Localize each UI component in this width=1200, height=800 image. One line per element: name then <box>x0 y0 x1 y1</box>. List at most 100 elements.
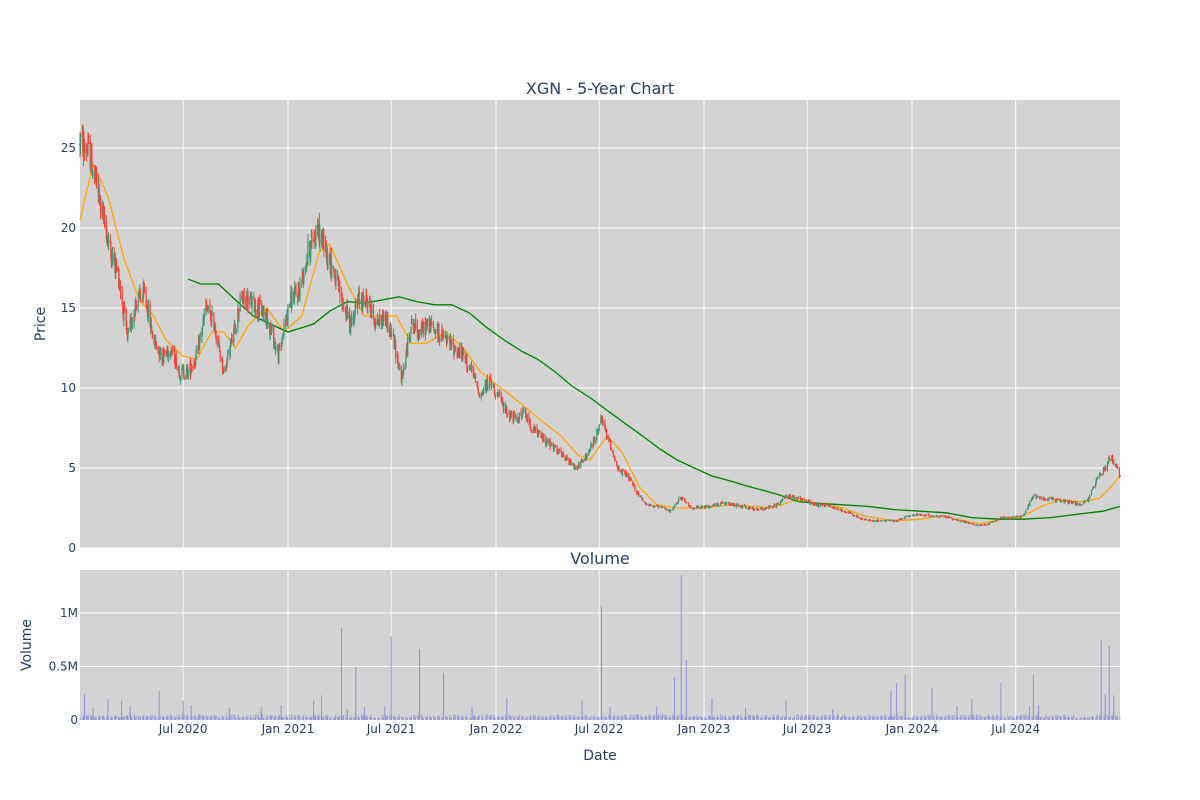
volume-bar <box>393 716 395 720</box>
volume-bar <box>1112 715 1114 720</box>
volume-bar <box>383 717 385 720</box>
candle-body <box>306 261 308 268</box>
candle-body <box>91 173 94 177</box>
volume-spike-bar <box>956 706 958 720</box>
candle-body <box>820 503 822 505</box>
volume-bar <box>1015 715 1017 720</box>
volume-bar <box>965 715 967 720</box>
candle-body <box>472 366 474 374</box>
volume-bar <box>574 714 575 720</box>
candle-body <box>348 309 351 329</box>
volume-bar <box>346 718 348 720</box>
volume-bar <box>499 717 500 720</box>
volume-bar <box>239 717 241 720</box>
volume-bar <box>981 716 983 720</box>
volume-bar <box>803 717 805 720</box>
candle-body <box>622 469 624 471</box>
volume-bar <box>777 715 779 720</box>
volume-bar <box>784 717 786 720</box>
volume-bar <box>871 718 873 720</box>
volume-bar <box>534 715 536 720</box>
candle-body <box>185 367 188 375</box>
volume-bar <box>622 716 623 720</box>
volume-bar <box>716 718 718 720</box>
candle-body <box>1115 464 1117 466</box>
candle-body <box>369 300 371 310</box>
volume-bar <box>985 716 986 720</box>
volume-bar <box>787 717 789 720</box>
volume-bar <box>564 714 566 720</box>
volume-bar <box>1080 718 1082 720</box>
volume-bar <box>373 717 375 720</box>
volume-bar <box>684 718 686 720</box>
volume-bar <box>556 714 558 720</box>
candle-body <box>1060 500 1062 502</box>
candle-body <box>743 505 746 507</box>
candle-body <box>1012 517 1014 518</box>
volume-bar <box>415 717 416 720</box>
volume-bar <box>101 715 103 720</box>
volume-bar <box>222 718 224 720</box>
volume-bar <box>733 715 734 720</box>
candle-body <box>569 460 571 465</box>
volume-bar <box>932 717 934 720</box>
volume-bar <box>945 717 946 720</box>
volume-bar <box>481 714 483 720</box>
volume-bar <box>1075 717 1076 720</box>
volume-bar <box>286 714 288 720</box>
candle-body <box>690 505 692 509</box>
volume-bar <box>736 717 738 720</box>
volume-bar <box>1003 718 1005 720</box>
volume-bar <box>1013 716 1015 720</box>
volume-spike-bar <box>363 707 365 720</box>
volume-bar <box>339 716 341 720</box>
volume-bar <box>789 717 790 720</box>
candle-body <box>190 369 192 374</box>
candle-body <box>612 452 614 456</box>
volume-bar <box>688 718 689 720</box>
candle-body <box>310 239 312 257</box>
candle-body <box>129 320 131 330</box>
volume-bar <box>486 718 488 720</box>
volume-bar <box>713 716 715 720</box>
candle-body <box>1057 498 1059 500</box>
volume-spike-bar <box>673 677 675 720</box>
volume-bar <box>477 717 479 720</box>
volume-bar <box>378 718 380 720</box>
volume-bar <box>289 714 291 720</box>
volume-bar <box>141 716 143 720</box>
candle-body <box>477 384 479 390</box>
volume-bar <box>797 718 798 720</box>
candle-body <box>612 450 614 452</box>
volume-bar <box>900 716 902 720</box>
volume-bar <box>987 714 989 720</box>
candle-body <box>653 505 655 508</box>
volume-bar <box>195 718 197 720</box>
volume-bar <box>309 717 311 720</box>
candle-body <box>616 465 618 468</box>
volume-bar <box>1091 714 1093 720</box>
candle-body <box>920 513 922 515</box>
volume-bar <box>89 714 91 720</box>
volume-bar <box>712 716 713 720</box>
candle-body <box>1061 501 1063 502</box>
candle-body <box>458 347 461 358</box>
volume-bar <box>144 718 145 720</box>
volume-bar <box>628 718 630 720</box>
volume-spike-bar <box>228 708 230 720</box>
volume-bar <box>526 718 528 720</box>
volume-bar <box>357 718 358 720</box>
volume-bar <box>973 715 974 720</box>
volume-bar <box>598 716 599 720</box>
volume-bar <box>961 718 962 720</box>
volume-bar <box>218 716 219 720</box>
volume-bar <box>664 715 666 720</box>
volume-bar <box>287 717 288 720</box>
volume-bar <box>722 714 724 720</box>
volume-bar <box>1023 714 1025 720</box>
candle-body <box>694 507 696 509</box>
candle-body <box>797 496 800 498</box>
candle-body <box>102 209 104 216</box>
volume-bar <box>708 715 709 720</box>
